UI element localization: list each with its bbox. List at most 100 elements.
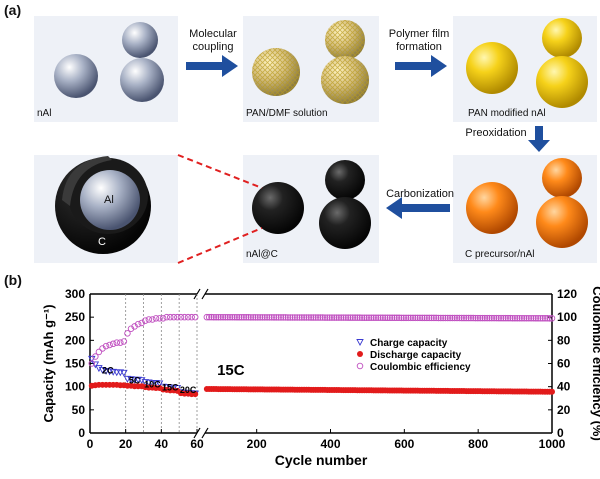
coulombic-efficiency-point (530, 315, 537, 322)
step-carbonization: Carbonization (381, 188, 459, 201)
coulombic-efficiency-point (326, 314, 333, 321)
y-axis-title-right: Coulombic efficiency (%) (590, 286, 600, 441)
schematic-panel (34, 16, 597, 264)
sphere-black (319, 197, 371, 249)
coulombic-efficiency-point (163, 313, 170, 321)
coulombic-efficiency-point (210, 313, 218, 321)
caption-nal: nAl (37, 108, 52, 119)
coulombic-efficiency-point (509, 314, 516, 322)
coulombic-efficiency-point (439, 314, 447, 322)
coulombic-efficiency-point (546, 315, 553, 322)
coulombic-efficiency-point (307, 314, 315, 321)
coulombic-efficiency-point (458, 314, 465, 322)
coulombic-efficiency-point (298, 314, 306, 321)
sphere-black (325, 160, 365, 200)
label-c-shell: C (98, 236, 106, 248)
caption-nal-at-c: nAl@C (246, 249, 278, 260)
coulombic-efficiency-point (544, 315, 551, 322)
tile-pan-modified (453, 16, 597, 122)
x-tick-label: 60 (190, 437, 204, 451)
coulombic-efficiency-point (405, 314, 412, 322)
coulombic-efficiency-point (349, 314, 357, 321)
charge-capacity-point (91, 361, 100, 369)
coulombic-efficiency-point (188, 313, 195, 321)
axis-break-mark (201, 288, 209, 300)
coulombic-efficiency-point (261, 314, 269, 321)
step-label-line2: formation (396, 41, 442, 53)
x-tick-label: 1000 (539, 437, 566, 451)
coulombic-efficiency-point (504, 314, 512, 322)
arrow-polymer-film (395, 55, 447, 77)
y-tick-label-right: 0 (557, 426, 564, 440)
coulombic-efficiency-point (203, 313, 211, 321)
coulombic-efficiency-point (446, 314, 454, 322)
coulombic-efficiency-point (342, 314, 350, 321)
coulombic-efficiency-point (152, 315, 160, 322)
coulombic-efficiency-point (242, 314, 250, 321)
coulombic-efficiency-point (488, 314, 496, 322)
coulombic-efficiency-point (312, 314, 319, 321)
coulombic-efficiency-point (266, 314, 273, 321)
coulombic-efficiency-point (414, 314, 421, 322)
coulombic-efficiency-point (245, 314, 252, 321)
coulombic-efficiency-point (340, 314, 347, 321)
panel-b-label: (b) (4, 272, 22, 288)
coulombic-efficiency-point (428, 314, 435, 322)
y-tick-label-left: 0 (78, 426, 85, 440)
legend-label: Charge capacity (370, 338, 448, 349)
y-tick-label-left: 100 (65, 380, 85, 394)
x-tick-label: 800 (468, 437, 488, 451)
coulombic-efficiency-point (117, 339, 124, 346)
charge-capacity-point (120, 369, 128, 377)
y-tick-label-right: 60 (557, 357, 571, 371)
coulombic-efficiency-point (386, 314, 394, 322)
rate-label: 20C (180, 385, 197, 395)
coulombic-efficiency-point (95, 348, 103, 356)
coulombic-efficiency-point (532, 315, 540, 322)
coulombic-efficiency-point (381, 314, 389, 322)
coulombic-efficiency-point (432, 314, 440, 322)
coulombic-efficiency-point (247, 314, 255, 321)
coulombic-efficiency-point (453, 314, 461, 322)
caption-pan-dmf: PAN/DMF solution (246, 108, 328, 119)
step-label-line1: Carbonization (386, 188, 454, 200)
legend-marker (357, 351, 363, 357)
coulombic-efficiency-point (412, 314, 419, 322)
coulombic-efficiency-point (479, 314, 486, 322)
coulombic-efficiency-point (224, 313, 231, 321)
coulombic-efficiency-point (166, 313, 174, 321)
x-tick-label: 20 (119, 437, 133, 451)
coulombic-efficiency-point (324, 314, 331, 321)
coulombic-efficiency-point (347, 314, 354, 321)
y-tick-label-right: 100 (557, 310, 577, 324)
coulombic-efficiency-point (273, 314, 280, 321)
coulombic-efficiency-point (280, 314, 287, 321)
coulombic-efficiency-point (481, 314, 489, 322)
x-tick-label: 40 (155, 437, 169, 451)
coulombic-efficiency-point (142, 317, 149, 324)
coulombic-efficiency-point (149, 316, 156, 323)
rate-label: 2C (102, 366, 114, 376)
step-label-line1: Molecular (189, 28, 237, 40)
coulombic-efficiency-point (236, 314, 243, 321)
coulombic-efficiency-point (205, 313, 213, 321)
sphere-silver (54, 54, 98, 98)
coulombic-efficiency-point (259, 314, 266, 321)
y-tick-label-left: 150 (65, 357, 85, 371)
coulombic-efficiency-point (238, 314, 245, 321)
coulombic-efficiency-point (289, 314, 296, 321)
coulombic-efficiency-point (145, 316, 153, 323)
coulombic-efficiency-point (268, 314, 275, 321)
arrow-molecular-coupling (186, 55, 238, 77)
coulombic-efficiency-point (106, 341, 113, 349)
coulombic-efficiency-point (541, 315, 549, 322)
coulombic-efficiency-point (231, 314, 238, 321)
coulombic-efficiency-point (435, 314, 442, 322)
coulombic-efficiency-point (449, 314, 456, 322)
coulombic-efficiency-point (465, 314, 472, 322)
coulombic-efficiency-point (476, 314, 484, 322)
coulombic-efficiency-point (335, 314, 343, 321)
coulombic-efficiency-point (319, 314, 326, 321)
coulombic-efficiency-point (291, 314, 299, 321)
coulombic-efficiency-point (486, 314, 493, 322)
